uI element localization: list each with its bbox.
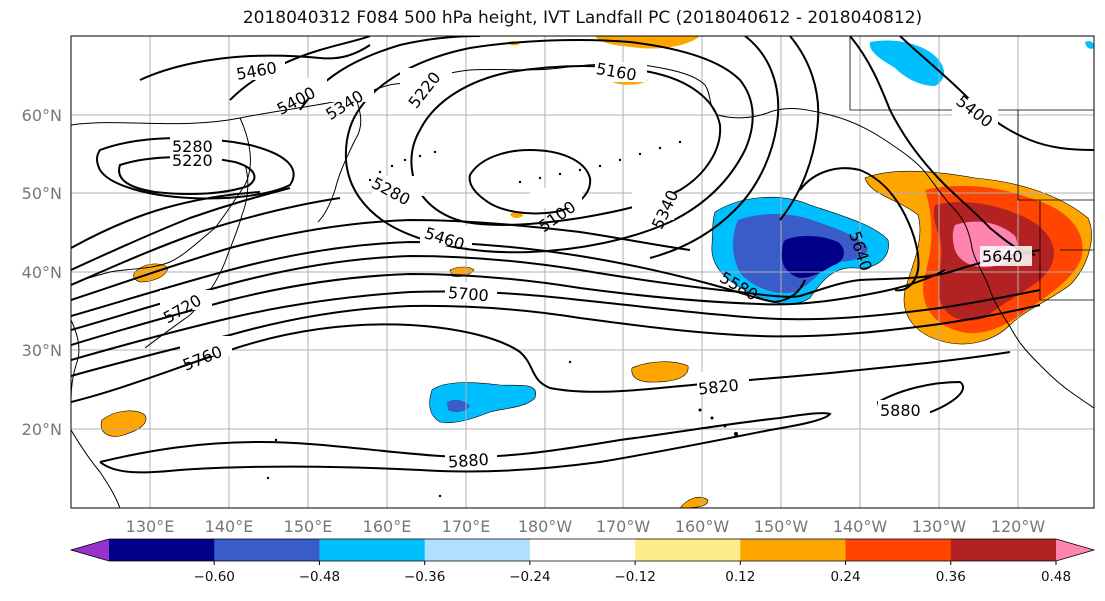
lon-label-160w: 160°W bbox=[675, 517, 730, 536]
colorbar-segment bbox=[319, 539, 426, 561]
negative-anomaly-navy bbox=[781, 236, 844, 278]
contour-5280-low bbox=[71, 191, 261, 249]
positive-blob-7 bbox=[679, 496, 709, 508]
colorbar-tick-label: −0.60 bbox=[194, 569, 235, 585]
contour-5460-high bbox=[139, 44, 371, 81]
contour-5160-loop bbox=[410, 65, 722, 226]
contour-label-5220-b: 5220 bbox=[172, 151, 213, 170]
lon-label-160e: 160°E bbox=[363, 517, 412, 536]
contour-5400-low bbox=[71, 197, 341, 286]
lon-label-150e: 150°E bbox=[284, 517, 333, 536]
lon-label-130e: 130°E bbox=[126, 517, 175, 536]
contour-5400-high bbox=[229, 36, 820, 221]
colorbar-tick-label: −0.36 bbox=[404, 569, 445, 585]
negative-anomaly-subtropical-core bbox=[447, 399, 470, 413]
lat-label-30n: 30°N bbox=[22, 341, 62, 360]
contour-5520-trough bbox=[799, 167, 920, 292]
colorbar-tick-label: −0.24 bbox=[509, 569, 550, 585]
contour-label-5880-south: 5880 bbox=[447, 450, 489, 472]
contour-5340-low bbox=[71, 187, 291, 271]
colorbar-segment bbox=[109, 539, 215, 561]
lat-label-20n: 20°N bbox=[22, 420, 62, 439]
latitude-labels: 60°N 50°N 40°N 30°N 20°N bbox=[22, 106, 62, 439]
contour-5760 bbox=[71, 304, 1041, 377]
contour-5220-loop bbox=[344, 39, 754, 254]
lat-label-50n: 50°N bbox=[22, 184, 62, 203]
colorbar-outline bbox=[69, 538, 1096, 562]
contour-5720 bbox=[71, 289, 1041, 361]
colorbar-tick-label: −0.12 bbox=[614, 569, 655, 585]
positive-blob-9 bbox=[510, 212, 523, 219]
negative-anomaly-canada bbox=[869, 40, 945, 86]
lon-label-170e: 170°E bbox=[442, 517, 491, 536]
contour-5640 bbox=[71, 249, 1041, 331]
colorbar-tick-label: −0.48 bbox=[299, 569, 340, 585]
positive-blob-2 bbox=[631, 361, 689, 383]
colorbar-segment bbox=[950, 539, 1057, 561]
colorbar-segment bbox=[740, 539, 847, 561]
contour-5460 bbox=[71, 218, 691, 301]
colorbar-tick-label: 0.12 bbox=[725, 569, 755, 585]
lat-label-60n: 60°N bbox=[22, 106, 62, 125]
colorbar-segment bbox=[529, 539, 636, 561]
colorbar-tick-label: 0.24 bbox=[831, 569, 861, 585]
colorbar-segment bbox=[424, 539, 531, 561]
colorbar-tick-label: 0.36 bbox=[936, 569, 966, 585]
colorbar: −0.60 −0.48 −0.36 −0.24 −0.12 0.12 0.24 0.36 0.4… bbox=[69, 538, 1096, 585]
positive-blob-5 bbox=[595, 36, 700, 49]
lon-label-140w: 140°W bbox=[833, 517, 888, 536]
lon-label-150w: 150°W bbox=[754, 517, 809, 536]
colorbar-segment bbox=[635, 539, 741, 561]
negative-anomaly-subtropical bbox=[429, 382, 537, 423]
lat-label-40n: 40°N bbox=[22, 263, 62, 282]
colorbar-extend-high bbox=[1056, 539, 1094, 561]
positive-blob-1 bbox=[100, 410, 147, 437]
colorbar-tick-label: 0.48 bbox=[1041, 569, 1071, 585]
negative-anomaly-canada-2 bbox=[1085, 41, 1094, 49]
map-title: 2018040312 F084 500 hPa height, IVT Land… bbox=[242, 8, 923, 28]
lon-label-120w: 120°W bbox=[991, 517, 1046, 536]
lon-label-170w: 170°W bbox=[596, 517, 651, 536]
contour-label-5280-a: 5280 bbox=[172, 137, 213, 156]
contour-5580 bbox=[71, 240, 806, 317]
colorbar-extend-low bbox=[71, 539, 109, 561]
contour-label-5640-east: 5640 bbox=[982, 247, 1023, 266]
contour-5820 bbox=[71, 323, 1011, 403]
contour-5100-loop bbox=[468, 148, 592, 215]
longitude-labels: 130°E 140°E 150°E 160°E 170°E 180°W 170°… bbox=[126, 517, 1046, 536]
colorbar-segment bbox=[845, 539, 952, 561]
graticule bbox=[71, 36, 1094, 508]
colorbar-segment bbox=[214, 539, 320, 561]
map-frame bbox=[70, 35, 1095, 509]
contour-5700 bbox=[71, 269, 946, 346]
contour-label-5820: 5820 bbox=[697, 376, 739, 399]
contour-5880-south bbox=[99, 412, 832, 474]
contour-5640-east bbox=[849, 36, 1036, 256]
contour-label-5700: 5700 bbox=[447, 283, 489, 305]
lon-label-140e: 140°E bbox=[205, 517, 254, 536]
contour-label-5880-east: 5880 bbox=[880, 401, 921, 420]
lon-label-180w: 180°W bbox=[518, 517, 573, 536]
height-contours bbox=[71, 36, 1094, 474]
political-borders bbox=[849, 36, 1094, 301]
lon-label-130w: 130°W bbox=[912, 517, 967, 536]
